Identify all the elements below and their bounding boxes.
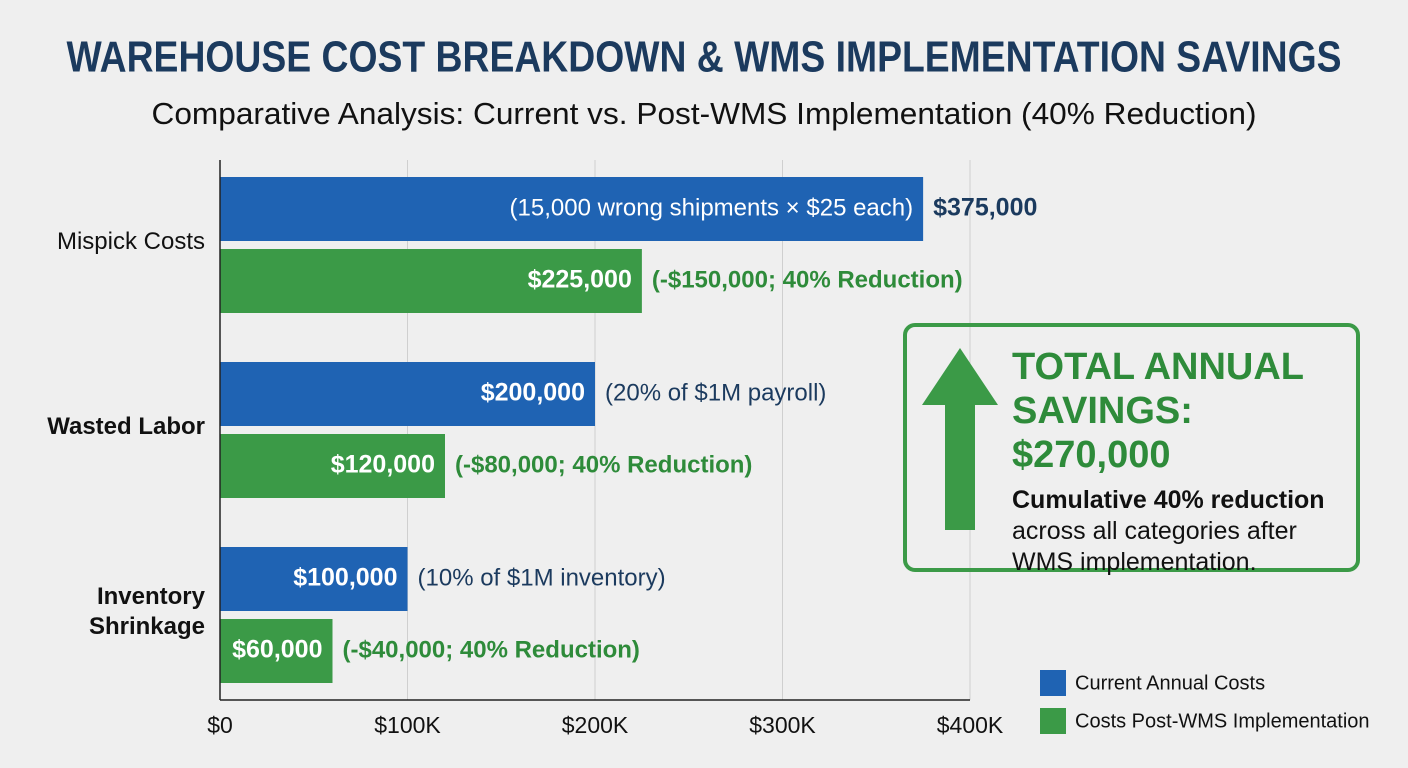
bar xyxy=(220,177,924,241)
bar-note: (-$80,000; 40% Reduction) xyxy=(455,451,752,478)
x-tick-label: $100K xyxy=(374,712,441,738)
callout: TOTAL ANNUAL SAVINGS: $270,000 Cumulativ… xyxy=(1012,345,1347,578)
callout-text: across all categories after WMS implemen… xyxy=(1012,517,1297,576)
x-tick-label: $0 xyxy=(207,712,233,738)
legend-swatch xyxy=(1040,708,1066,734)
bar xyxy=(220,362,595,426)
x-tick-label: $200K xyxy=(562,712,629,738)
value-label: $375,000 xyxy=(933,194,1037,222)
value-label: $225,000 xyxy=(528,266,632,294)
callout-lead: Cumulative 40% reduction xyxy=(1012,486,1325,514)
bar xyxy=(220,434,445,498)
chart-subtitle: Comparative Analysis: Current vs. Post-W… xyxy=(152,96,1257,131)
category-label: Wasted Labor xyxy=(47,413,205,440)
x-tick-label: $400K xyxy=(937,712,1004,738)
bar xyxy=(220,619,333,683)
bar xyxy=(220,249,642,313)
callout-title: TOTAL ANNUAL SAVINGS: $270,000 xyxy=(1012,346,1304,476)
chart-title: WAREHOUSE COST BREAKDOWN & WMS IMPLEMENT… xyxy=(67,33,1342,82)
value-label: $120,000 xyxy=(331,451,435,479)
bar-note: (-$150,000; 40% Reduction) xyxy=(652,266,963,293)
bar-note: (20% of $1M payroll) xyxy=(605,379,826,406)
legend-label: Current Annual Costs xyxy=(1075,672,1265,694)
value-label: $100,000 xyxy=(293,564,397,592)
callout-arrow xyxy=(922,348,998,530)
legend-swatch xyxy=(1040,670,1066,696)
bar-note: (10% of $1M inventory) xyxy=(418,564,666,591)
bar xyxy=(220,547,408,611)
value-label: $200,000 xyxy=(481,379,585,407)
value-label: $60,000 xyxy=(232,636,322,664)
callout-box xyxy=(903,323,1360,572)
legend-label: Costs Post-WMS Implementation xyxy=(1075,710,1370,732)
category-label: Mispick Costs xyxy=(56,228,205,255)
bar-note: (-$40,000; 40% Reduction) xyxy=(343,636,640,663)
bar-note: (15,000 wrong shipments × $25 each) xyxy=(510,194,914,221)
category-label: Inventory Shrinkage xyxy=(88,583,205,640)
x-tick-label: $300K xyxy=(749,712,816,738)
